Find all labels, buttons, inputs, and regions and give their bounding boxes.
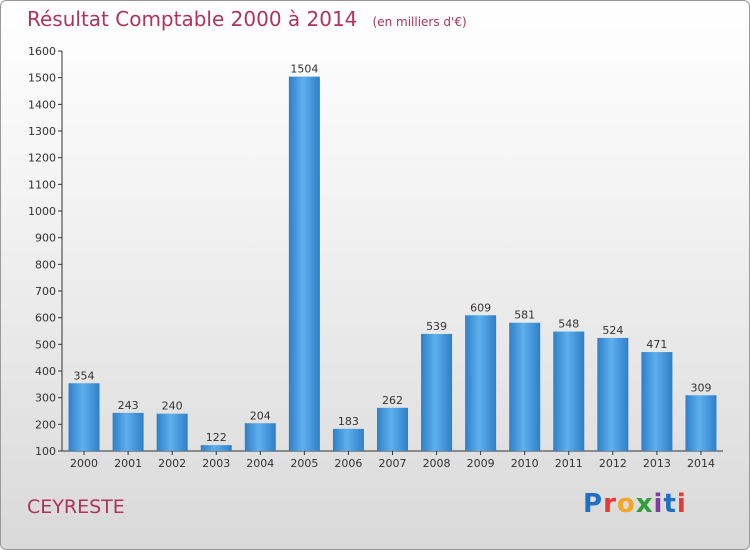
data-label: 243 (118, 399, 139, 412)
bar (244, 423, 276, 451)
y-tick-label: 800 (35, 258, 56, 271)
chart-subtitle: (en milliers d'€) (372, 15, 467, 29)
data-label: 183 (338, 415, 359, 428)
data-label: 204 (250, 409, 271, 422)
y-tick-label: 500 (35, 338, 56, 351)
x-tick-label: 2001 (114, 457, 142, 470)
data-label: 1504 (290, 63, 318, 76)
y-tick-label: 200 (35, 418, 56, 431)
y-tick-label: 1400 (28, 98, 56, 111)
x-tick-label: 2005 (290, 457, 318, 470)
x-tick-label: 2004 (246, 457, 274, 470)
x-tick-label: 2003 (202, 457, 230, 470)
y-tick-label: 400 (35, 365, 56, 378)
labels: 354 243 240 122 204 1504 183 262 539 609 581 548 524… (74, 63, 712, 445)
y-tick-label: 1000 (28, 205, 56, 218)
x-tick-label: 2008 (423, 457, 451, 470)
x-tick-label: 2002 (158, 457, 186, 470)
x-tick-label: 2009 (467, 457, 495, 470)
data-label: 309 (690, 381, 711, 394)
y-tick-label: 1100 (28, 178, 56, 191)
chart-title: Résultat Comptable 2000 à 2014 (27, 7, 358, 31)
data-label: 122 (206, 431, 227, 444)
city-name: CEYRESTE (27, 496, 125, 518)
data-label: 240 (162, 400, 183, 413)
bar (332, 428, 364, 451)
y-tick-label: 300 (35, 392, 56, 405)
axes: 100 200 300 400 500 600 700 800 900 1000 1100 1200 1… (28, 45, 723, 470)
x-tick-label: 2014 (687, 457, 715, 470)
bars (68, 76, 717, 451)
title-row: Résultat Comptable 2000 à 2014 (en milli… (27, 7, 467, 31)
x-tick-label: 2010 (511, 457, 539, 470)
data-label: 539 (426, 320, 447, 333)
x-tick-label: 2000 (70, 457, 98, 470)
y-tick-label: 1300 (28, 125, 56, 138)
bar (377, 407, 408, 451)
y-tick-label: 600 (35, 312, 56, 325)
y-tick-label: 700 (35, 285, 56, 298)
y-tick-label: 100 (35, 445, 56, 458)
bar (200, 445, 232, 451)
bar (685, 395, 717, 451)
bar (641, 352, 673, 451)
bar (509, 322, 541, 451)
bar (288, 76, 320, 451)
x-tick-label: 2007 (379, 457, 407, 470)
data-label: 581 (514, 309, 535, 322)
y-tick-label: 1600 (28, 45, 56, 58)
x-tick-label: 2012 (599, 457, 627, 470)
bar (553, 331, 585, 451)
bar (421, 333, 453, 451)
bar (112, 412, 144, 451)
bar (465, 315, 497, 451)
data-label: 609 (470, 301, 491, 314)
bar (68, 383, 100, 451)
y-tick-label: 900 (35, 232, 56, 245)
proxiti-logo: Proxiti (583, 489, 687, 519)
y-tick-label: 1500 (28, 72, 56, 85)
data-label: 548 (558, 318, 579, 331)
x-tick-label: 2006 (334, 457, 362, 470)
bar (156, 413, 188, 451)
data-label: 354 (74, 369, 95, 382)
x-tick-label: 2011 (555, 457, 583, 470)
y-tick-label: 1200 (28, 152, 56, 165)
data-label: 524 (602, 324, 623, 337)
data-label: 471 (646, 338, 667, 351)
bar (597, 337, 629, 451)
data-label: 262 (382, 394, 403, 407)
x-tick-label: 2013 (643, 457, 671, 470)
